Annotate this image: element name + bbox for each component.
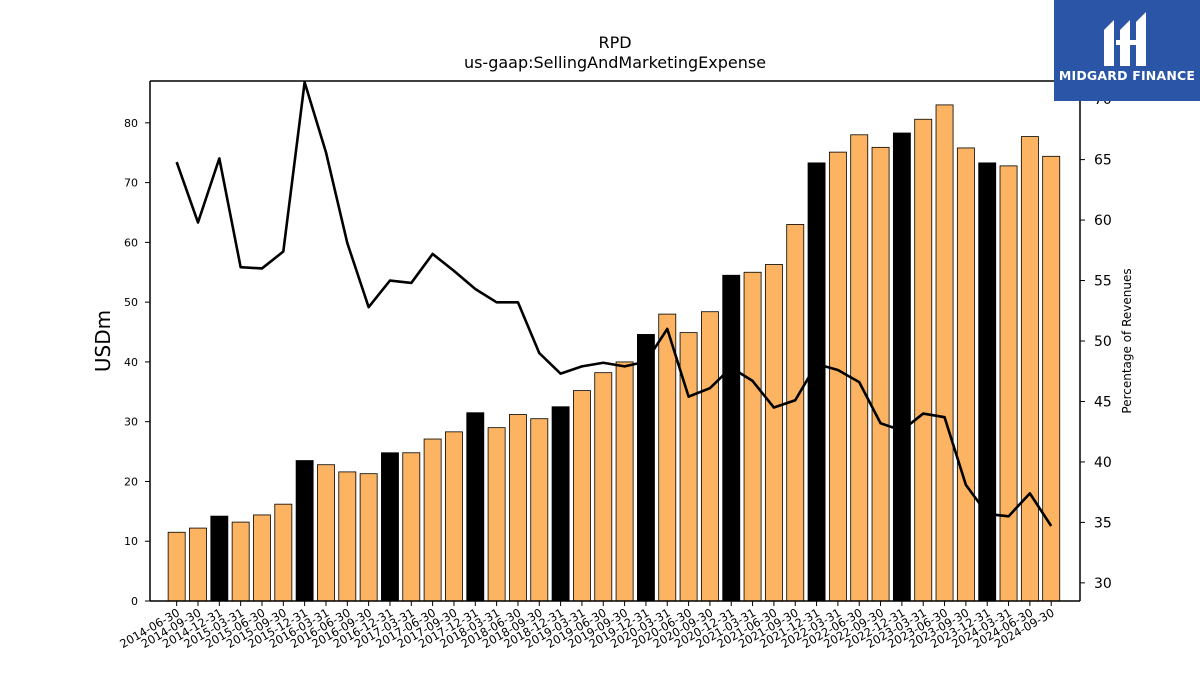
bar (253, 514, 271, 602)
y-tick-label: 60 (124, 236, 138, 249)
bar (1020, 136, 1039, 602)
bar (295, 460, 314, 602)
bar (167, 531, 186, 602)
bar (999, 165, 1018, 602)
bar (700, 311, 719, 602)
midgard-logo-icon (1104, 12, 1146, 66)
bar (956, 147, 975, 602)
bar (850, 134, 869, 602)
y2-axis-label: Percentage of Revenues (1120, 268, 1134, 413)
bar (892, 132, 911, 602)
bar (381, 452, 399, 602)
y-tick-label: 70 (124, 177, 138, 190)
y-tick-label: 50 (124, 296, 138, 309)
bar (359, 473, 378, 602)
y-tick-label: 40 (124, 356, 138, 369)
chart-title: RPD (598, 33, 631, 52)
bar (615, 361, 634, 602)
bar (764, 264, 783, 602)
y2-tick-label: 55 (1094, 274, 1112, 290)
y2-tick-label: 30 (1094, 576, 1112, 592)
bar (466, 412, 485, 602)
bar (871, 146, 890, 602)
y-tick-label: 0 (131, 595, 138, 608)
brand-name: MIDGARD FINANCE (1058, 68, 1196, 83)
bar (210, 515, 229, 602)
bar (445, 431, 463, 602)
brand-logo: MIDGARD FINANCE (1054, 0, 1200, 101)
bar (487, 427, 506, 602)
bar (509, 414, 527, 602)
y2-tick-label: 60 (1094, 213, 1112, 229)
series-line (175, 80, 1053, 527)
bar (935, 104, 954, 602)
y2-tick-label: 40 (1094, 455, 1112, 471)
bar (189, 527, 207, 602)
y2-tick-label: 50 (1094, 334, 1112, 350)
y2-tick-label: 45 (1094, 394, 1112, 410)
bar (978, 162, 997, 602)
y-tick-label: 20 (124, 475, 138, 488)
bar (828, 151, 847, 602)
bar (1042, 155, 1061, 602)
bar (636, 334, 655, 602)
y-tick-label: 10 (124, 535, 138, 548)
bar (594, 372, 613, 602)
y2-tick-label: 65 (1094, 153, 1112, 169)
bar (402, 452, 421, 602)
bar (423, 438, 442, 602)
bar (722, 274, 741, 602)
bar (231, 521, 250, 602)
bar (807, 162, 826, 602)
chart-subtitle: us-gaap:SellingAndMarketingExpense (464, 53, 766, 72)
bar (658, 313, 677, 602)
bar (679, 332, 698, 602)
y-tick-label: 80 (124, 117, 138, 130)
bar (274, 503, 293, 602)
bar (573, 390, 591, 602)
bar (530, 418, 549, 602)
bar (743, 271, 762, 602)
bar (914, 118, 933, 602)
bar (551, 406, 570, 602)
y-tick-label: 30 (124, 416, 138, 429)
bar (786, 224, 805, 602)
y2-tick-label: 35 (1094, 515, 1112, 531)
bar (338, 471, 357, 602)
y-axis-label: USDm (91, 310, 115, 372)
bar (317, 464, 335, 602)
